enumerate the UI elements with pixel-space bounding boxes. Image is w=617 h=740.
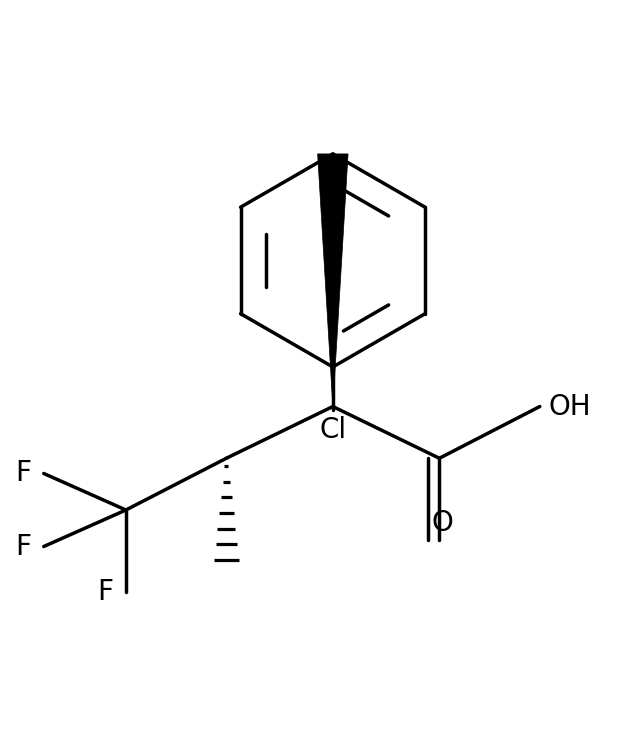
Text: F: F: [15, 460, 31, 488]
Text: Cl: Cl: [319, 416, 346, 444]
Text: F: F: [15, 533, 31, 560]
Text: OH: OH: [549, 392, 592, 420]
Text: O: O: [431, 509, 453, 537]
Polygon shape: [318, 154, 348, 406]
Text: F: F: [97, 578, 114, 606]
